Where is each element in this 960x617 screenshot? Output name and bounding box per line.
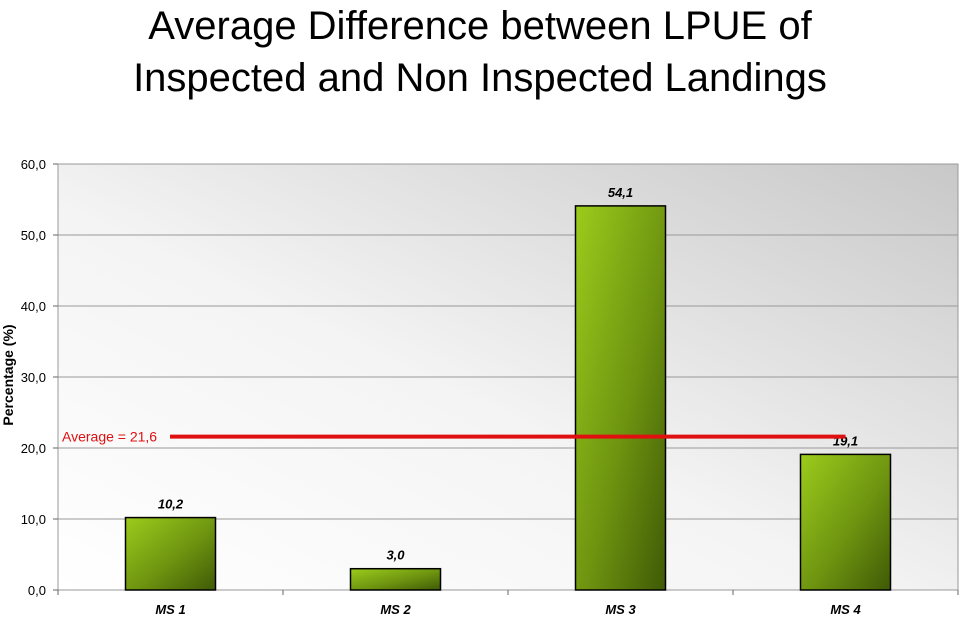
- y-tick-label: 10,0: [21, 512, 46, 527]
- y-tick-label: 40,0: [21, 299, 46, 314]
- average-line-group: Average = 21,6: [62, 429, 846, 445]
- chart-title-line2: Inspected and Non Inspected Landings: [133, 56, 827, 100]
- bar: [799, 453, 892, 591]
- x-tick-label: MS 1: [155, 602, 185, 617]
- bar: [574, 205, 667, 591]
- y-tick-label: 50,0: [21, 228, 46, 243]
- y-tick-label: 30,0: [21, 370, 46, 385]
- x-tick-label: MS 2: [380, 602, 411, 617]
- bar-value-label: 3,0: [386, 548, 405, 563]
- y-axis-ticks: 0,0 10,0 20,0 30,0 40,0 50,0 60,0: [21, 157, 58, 598]
- bar-value-label: 10,2: [158, 497, 184, 512]
- chart-title-line1: Average Difference between LPUE of: [148, 4, 812, 48]
- x-tick-label: MS 3: [605, 602, 636, 617]
- x-tick-label: MS 4: [830, 602, 861, 617]
- average-label: Average = 21,6: [62, 429, 157, 445]
- bar-value-label: 54,1: [608, 185, 633, 200]
- chart-title: Average Difference between LPUE of Inspe…: [0, 0, 960, 104]
- bar: [124, 516, 217, 591]
- bar: [349, 567, 442, 591]
- x-axis-ticks: MS 1 MS 2 MS 3 MS 4: [57, 590, 959, 617]
- y-tick-label: 60,0: [21, 157, 46, 172]
- y-tick-label: 0,0: [28, 583, 46, 598]
- y-tick-label: 20,0: [21, 441, 46, 456]
- bars: 10,23,054,119,1: [124, 185, 892, 591]
